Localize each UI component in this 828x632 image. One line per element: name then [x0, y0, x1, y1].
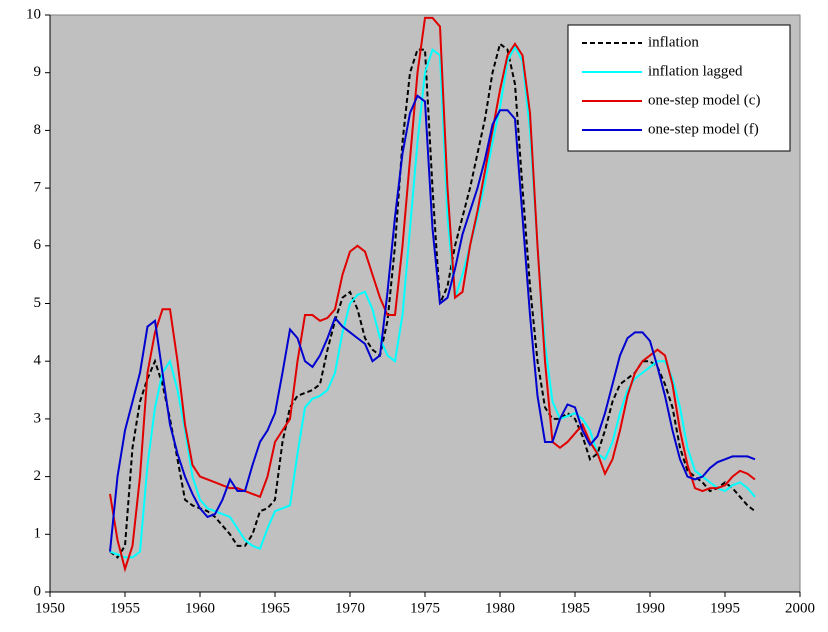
x-tick-label: 1975: [410, 600, 440, 616]
y-tick-label: 4: [34, 353, 42, 369]
series-line: [109, 44, 756, 559]
x-tick-label: 1995: [710, 600, 740, 616]
x-tick-label: 1965: [260, 600, 290, 616]
series-line: [109, 42, 756, 559]
y-tick-label: 10: [26, 6, 41, 22]
x-tick-label: 1955: [110, 600, 140, 616]
legend-label: inflation: [648, 34, 699, 50]
legend-label: inflation lagged: [648, 63, 743, 79]
legend-label: one-step model (c): [648, 92, 760, 108]
legend-label: one-step model (f): [648, 121, 759, 137]
x-tick-label: 1980: [485, 600, 515, 616]
y-tick-label: 2: [34, 468, 42, 484]
x-tick-label: 1970: [335, 600, 365, 616]
x-tick-label: 2000: [785, 600, 815, 616]
y-tick-label: 6: [34, 237, 42, 253]
x-tick-label: 1960: [185, 600, 215, 616]
y-tick-label: 8: [34, 122, 42, 138]
y-tick-label: 0: [34, 583, 42, 599]
y-tick-label: 1: [34, 526, 42, 542]
y-tick-label: 9: [34, 64, 42, 80]
y-tick-label: 5: [34, 295, 42, 311]
y-tick-label: 7: [34, 180, 42, 196]
series-line: [109, 94, 756, 552]
x-tick-label: 1985: [560, 600, 590, 616]
series-line: [109, 16, 756, 573]
y-tick-label: 3: [34, 410, 42, 426]
x-tick-label: 1950: [35, 600, 65, 616]
x-tick-label: 1990: [635, 600, 665, 616]
